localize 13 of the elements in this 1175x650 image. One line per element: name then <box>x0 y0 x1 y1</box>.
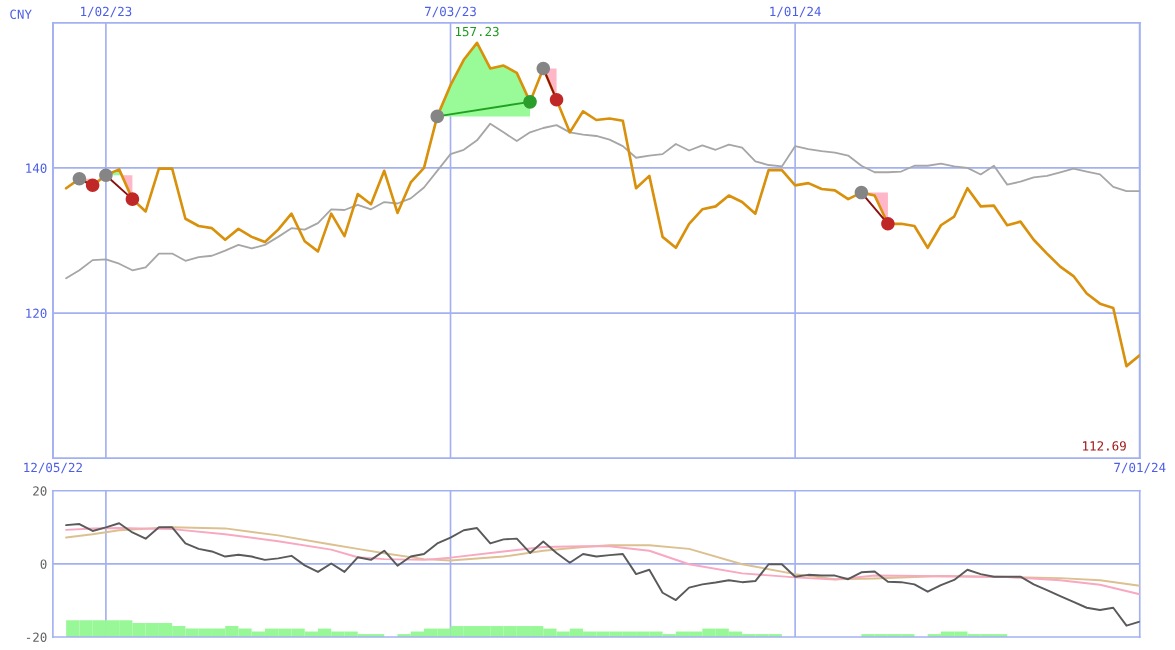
annotation: 157.23 <box>455 26 499 37</box>
annotation: 112.69 <box>1083 441 1126 451</box>
x-tick-label: 7/01/24 <box>1114 462 1166 474</box>
x2-tick-label: 1/02/23 <box>81 6 132 18</box>
y-tick-label: 20 <box>33 486 47 496</box>
x2-tick-label: 1/01/24 <box>770 6 821 18</box>
y-tick-label: 140 <box>26 163 47 173</box>
x-tick-label: 12/05/22 <box>24 462 82 474</box>
y-tick-label: -20 <box>26 632 47 642</box>
y-axis-title: CNY <box>10 9 32 20</box>
y-tick-label: 120 <box>26 308 47 319</box>
y-tick-label: 0 <box>40 559 47 569</box>
x2-tick-label: 7/03/23 <box>425 6 476 18</box>
